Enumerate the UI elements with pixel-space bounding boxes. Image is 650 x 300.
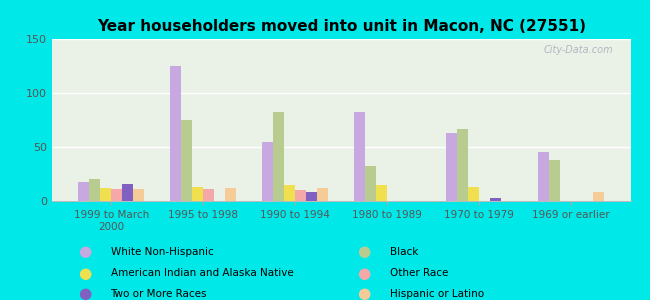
Text: ●: ● — [78, 286, 91, 300]
Title: Year householders moved into unit in Macon, NC (27551): Year householders moved into unit in Mac… — [97, 19, 586, 34]
Bar — [376, 185, 387, 201]
Text: ●: ● — [78, 244, 91, 260]
Text: ●: ● — [358, 286, 370, 300]
Bar — [100, 188, 111, 201]
Text: ●: ● — [358, 244, 370, 260]
Bar — [490, 198, 501, 201]
Bar — [133, 189, 144, 201]
Text: White Non-Hispanic: White Non-Hispanic — [111, 247, 213, 257]
Bar — [273, 112, 284, 201]
Bar — [203, 189, 214, 201]
Text: Hispanic or Latino: Hispanic or Latino — [390, 289, 484, 299]
Text: Two or More Races: Two or More Races — [111, 289, 207, 299]
Bar — [538, 152, 549, 201]
Bar — [549, 160, 560, 201]
Bar — [295, 190, 306, 201]
Bar — [446, 133, 457, 201]
Bar — [365, 167, 376, 201]
Bar — [89, 179, 100, 201]
Text: ●: ● — [78, 266, 91, 280]
Bar — [226, 188, 237, 201]
Bar — [593, 192, 604, 201]
Bar — [284, 185, 295, 201]
Bar — [122, 184, 133, 201]
Bar — [457, 129, 468, 201]
Text: Black: Black — [390, 247, 419, 257]
Bar — [181, 120, 192, 201]
Bar — [317, 188, 328, 201]
Bar — [170, 66, 181, 201]
Bar — [354, 112, 365, 201]
Text: ●: ● — [358, 266, 370, 280]
Text: Other Race: Other Race — [390, 268, 448, 278]
Text: City-Data.com: City-Data.com — [543, 46, 613, 56]
Bar — [306, 192, 317, 201]
Bar — [111, 189, 122, 201]
Bar — [192, 187, 203, 201]
Text: American Indian and Alaska Native: American Indian and Alaska Native — [111, 268, 293, 278]
Bar — [78, 182, 89, 201]
Bar — [468, 187, 479, 201]
Bar — [262, 142, 273, 201]
